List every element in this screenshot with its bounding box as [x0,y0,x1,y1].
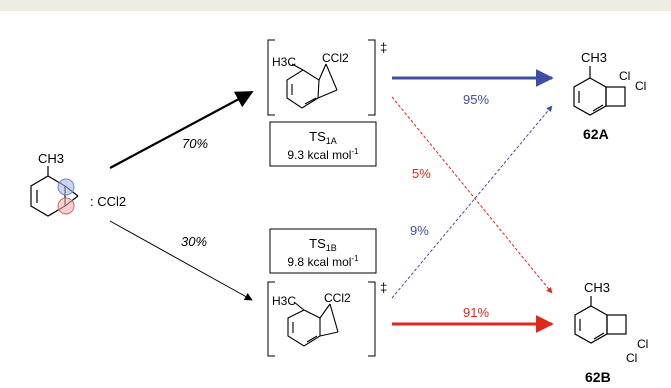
lower-percent-label: 30% [181,234,207,249]
product-62a-cl-a: Cl [619,69,630,83]
carbene-label: : CCl2 [90,194,126,209]
upper-pathway-arrow [109,91,254,169]
top-banner [0,0,671,11]
ts1a-ccl2-label: CCl2 [322,51,349,65]
product-62a-name: 62A [583,126,609,142]
pct-ts1a-to-62a: 95% [463,92,489,107]
product-62b-cl-a: Cl [637,337,648,351]
orbital-red [57,197,75,215]
ts1a-dagger: ‡ [380,40,387,55]
ts1b-molecule [287,301,339,347]
product-62b-molecule [574,296,627,344]
product-62b-methyl-label: CH3 [584,280,610,295]
ts1a-molecule [286,63,338,109]
orbital-blue [57,178,75,196]
product-62a-cl-b: Cl [635,79,646,93]
ts1a-info-box [269,121,377,167]
ts1b-brackets [267,281,376,357]
product-62b-cl-b: Cl [626,351,637,365]
ts1b-dagger: ‡ [380,280,387,295]
ts1a-label: TS1A [309,129,337,146]
pct-ts1a-to-62b: 5% [412,166,431,181]
ts1b-label: TS1B [309,236,337,253]
lower-pathway-arrow [109,220,253,301]
ts1a-energy: 9.3 kcal mol-1 [287,147,359,162]
ts1b-info-box [269,228,377,274]
product-62b-name: 62B [585,369,611,385]
arrow-ts1a-to-62b [391,96,553,294]
ts1a-brackets [267,39,376,116]
arrow-ts1b-to-62a [391,105,553,299]
ts1a-methyl-label: H3C [272,55,296,69]
ts1b-ccl2-label: CCl2 [324,291,351,305]
pct-ts1b-to-62a: 9% [410,223,429,238]
product-62a-methyl-label: CH3 [581,50,607,65]
reactant-methyl-label: CH3 [38,151,64,166]
ts1b-energy: 9.8 kcal mol-1 [287,254,359,269]
product-62a-molecule [573,66,626,116]
upper-percent-label: 70% [182,136,208,151]
ts1b-methyl-label: H3C [272,294,296,308]
pct-ts1b-to-62b: 91% [463,305,489,320]
